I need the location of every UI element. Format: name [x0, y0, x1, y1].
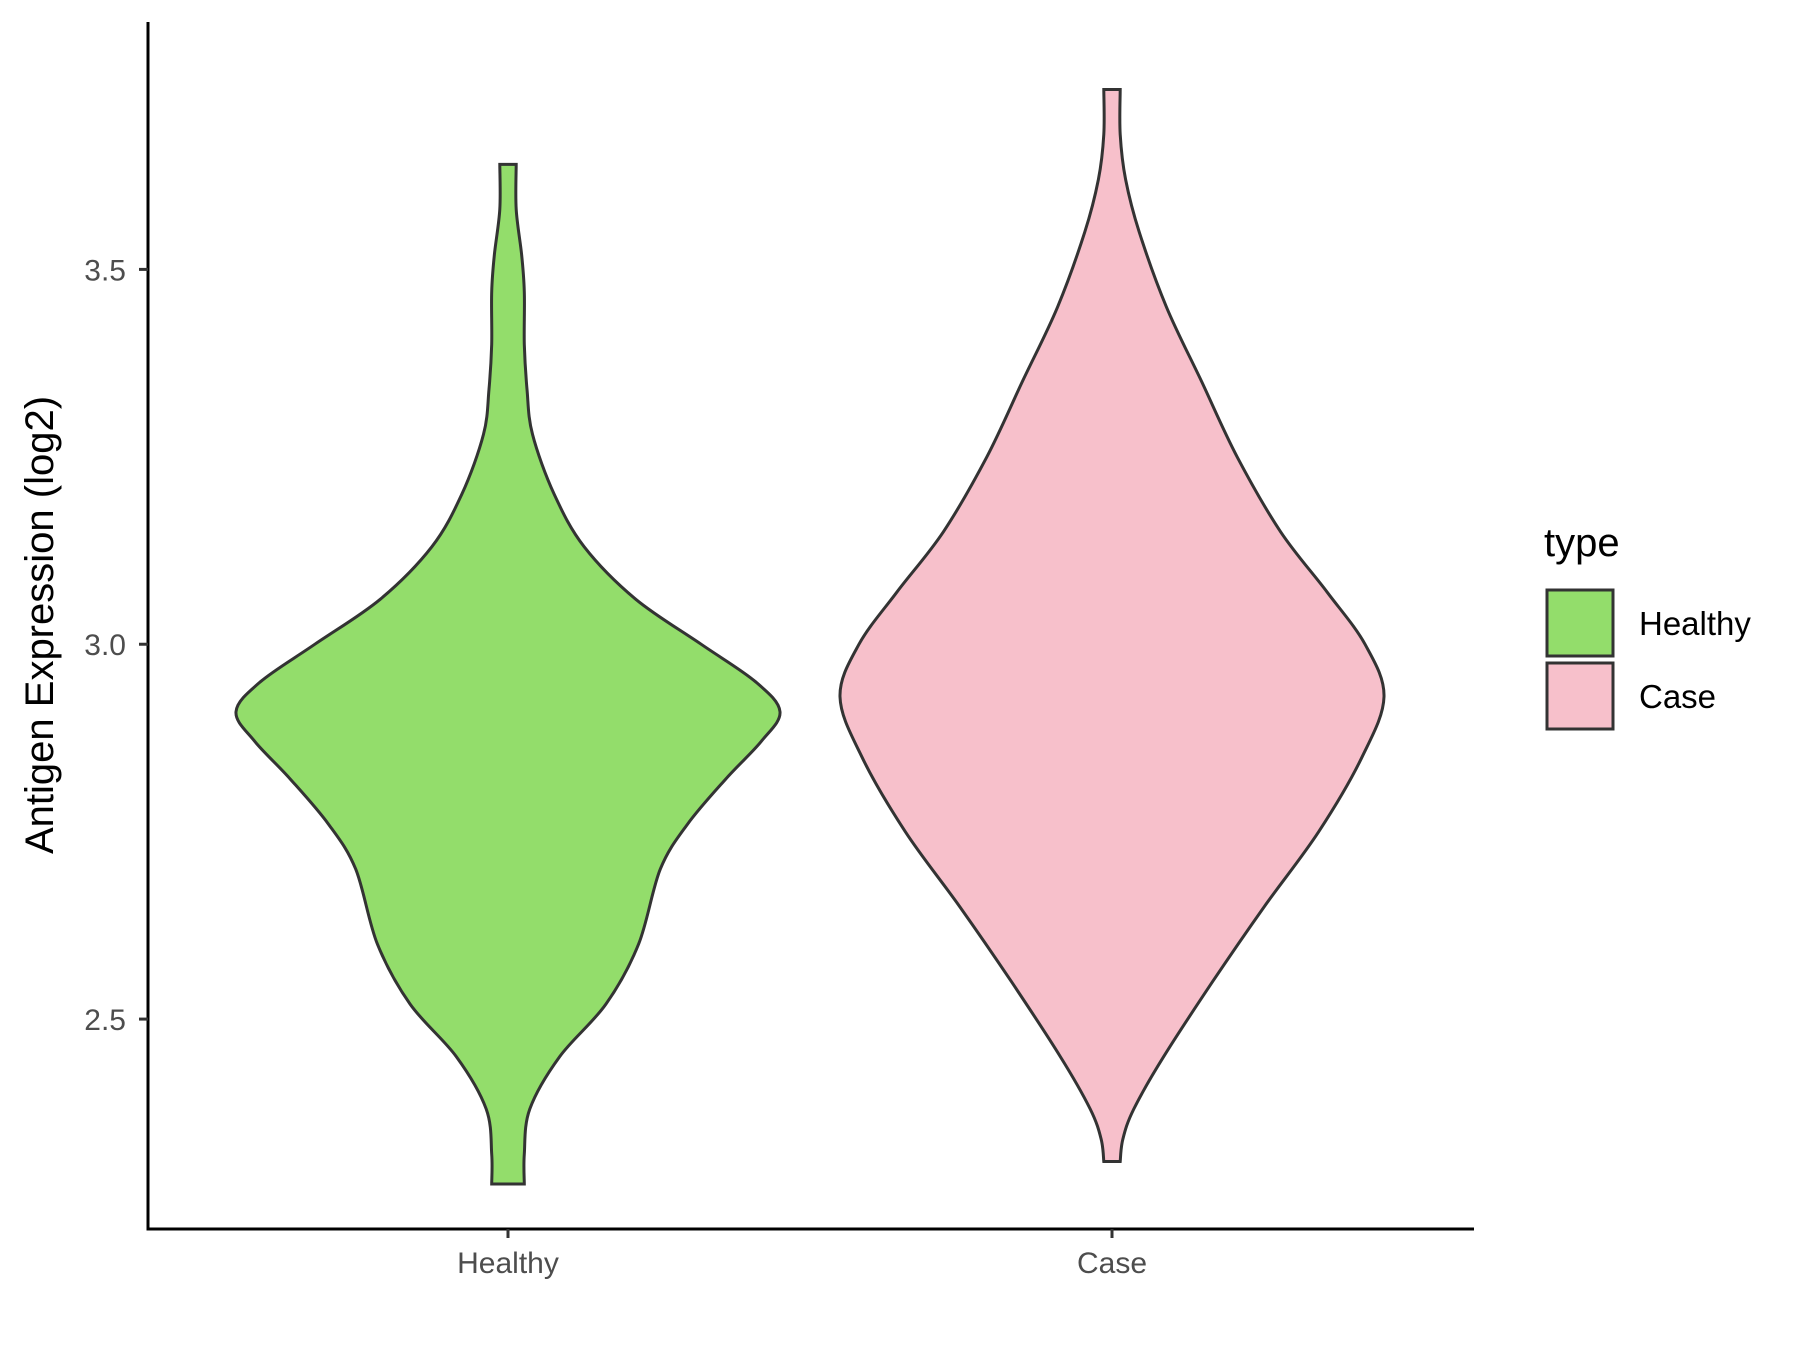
- violin-healthy: [234, 162, 782, 1186]
- violin-case: [838, 88, 1386, 1163]
- legend-swatch-case: [1545, 661, 1615, 731]
- violin-layer: [234, 88, 1386, 1186]
- y-ticks: 2.5 3.0 3.5: [84, 254, 148, 1037]
- y-tick-label: 3.0: [84, 629, 126, 662]
- x-tick-label: Healthy: [457, 1247, 559, 1280]
- y-tick-label: 2.5: [84, 1004, 126, 1037]
- legend-label-case: Case: [1639, 678, 1716, 715]
- legend: type Healthy Case: [1544, 521, 1751, 731]
- y-axis-title: Antigen Expression (log2): [18, 396, 62, 854]
- legend-swatch-healthy: [1545, 588, 1615, 658]
- y-tick-label: 3.5: [84, 254, 126, 287]
- legend-label-healthy: Healthy: [1639, 605, 1751, 642]
- x-ticks: Healthy Case: [457, 1229, 1147, 1280]
- axes: [146, 22, 1474, 1231]
- x-tick-label: Case: [1077, 1247, 1147, 1280]
- legend-title: type: [1544, 521, 1620, 565]
